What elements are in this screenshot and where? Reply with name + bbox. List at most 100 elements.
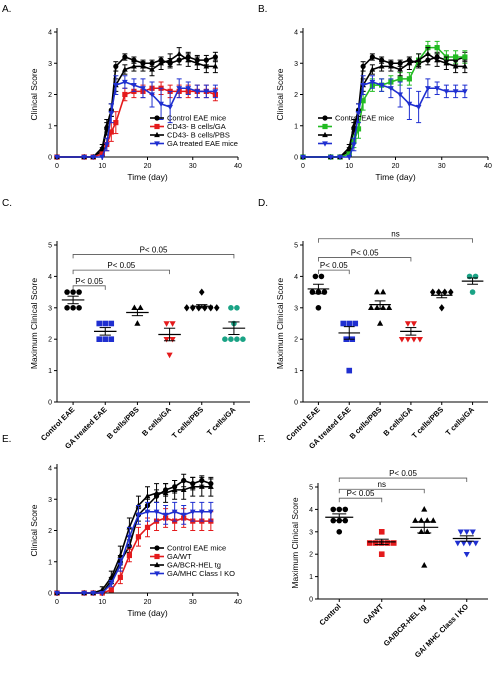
- data-point: [374, 288, 381, 295]
- y-tick-label: 2: [48, 528, 52, 535]
- data-point: [122, 91, 128, 98]
- x-tick-label: 10: [98, 599, 106, 606]
- data-point: [198, 509, 205, 515]
- x-tick-label: 20: [144, 599, 152, 606]
- data-point: [352, 320, 359, 327]
- panel-b: B. 0 1 2 3 4 Clinical Score 0 10 20 30 40 Time (day)…: [258, 4, 492, 182]
- panel-letter: B.: [258, 4, 267, 15]
- y-tick-label: 2: [294, 337, 298, 344]
- data-point: [131, 63, 137, 69]
- x-tick-label: 0: [55, 163, 59, 170]
- data-point: [390, 540, 397, 546]
- data-point: [222, 336, 228, 343]
- legend-marker: [154, 141, 160, 147]
- panel-letter: E.: [2, 434, 11, 445]
- x-tick-label: 40: [234, 163, 242, 170]
- data-point: [434, 45, 440, 51]
- data-point: [131, 304, 138, 311]
- data-point: [126, 552, 132, 559]
- legend-marker: [154, 123, 160, 130]
- data-point: [153, 489, 160, 496]
- category-label: T cells/PBS: [410, 405, 445, 440]
- data-point: [369, 54, 375, 60]
- data-point: [355, 126, 362, 132]
- data-point: [346, 154, 353, 161]
- legend-label: GA/MHC Class I KO: [167, 569, 235, 578]
- legend-label: Control EAE mice: [167, 114, 226, 123]
- data-point: [452, 63, 459, 69]
- data-point: [103, 122, 110, 128]
- data-point: [108, 111, 115, 117]
- y-tick-label: 4: [294, 274, 298, 281]
- data-point: [212, 89, 219, 95]
- data-point: [443, 60, 450, 66]
- y-tick-label: 4: [48, 466, 52, 473]
- data-point: [415, 57, 422, 63]
- data-point: [380, 288, 387, 295]
- data-point: [189, 509, 196, 515]
- panel-letter: A.: [2, 4, 11, 15]
- data-point: [90, 590, 97, 597]
- data-point: [406, 101, 413, 107]
- data-point: [137, 304, 144, 311]
- y-tick-label: 4: [48, 274, 52, 281]
- data-point: [81, 154, 88, 161]
- data-point: [416, 336, 423, 343]
- y-axis-title: Clinical Score: [275, 68, 285, 120]
- y-tick-label: 2: [309, 552, 313, 559]
- data-point: [378, 83, 385, 89]
- bracket-label: P< 0.05: [351, 249, 379, 258]
- x-tick-label: 10: [98, 163, 106, 170]
- data-point: [234, 336, 240, 343]
- data-point: [452, 89, 459, 95]
- data-point: [102, 336, 109, 342]
- data-point: [144, 493, 151, 499]
- data-point: [171, 509, 178, 515]
- data-point: [366, 540, 373, 546]
- data-point: [108, 336, 115, 342]
- data-point: [234, 305, 240, 311]
- data-point: [346, 320, 353, 327]
- legend-label: CD43- B cells/PBS: [167, 131, 230, 140]
- legend-label: GA/BCR-HEL tg: [167, 561, 221, 570]
- data-point: [189, 304, 196, 312]
- data-point: [149, 92, 155, 98]
- group-3: [158, 321, 181, 359]
- data-point: [463, 529, 470, 536]
- legend-marker: [322, 141, 328, 147]
- data-point: [64, 289, 70, 295]
- legend-marker: [322, 131, 328, 138]
- category-label: B cells/GA: [140, 405, 173, 438]
- data-point: [443, 89, 450, 95]
- data-point: [425, 86, 431, 92]
- legend-marker: [154, 131, 160, 138]
- data-point: [153, 509, 160, 515]
- data-point: [96, 336, 103, 342]
- data-point: [374, 304, 381, 311]
- data-point: [112, 83, 119, 89]
- data-point: [117, 562, 124, 568]
- data-point: [102, 320, 109, 327]
- significance-bracket: P< 0.05: [72, 261, 170, 275]
- data-point: [429, 288, 436, 296]
- data-point: [340, 320, 347, 327]
- data-point: [372, 540, 379, 546]
- data-point: [212, 63, 219, 69]
- data-point: [228, 305, 234, 311]
- data-point: [135, 512, 142, 518]
- series-3: [300, 75, 468, 161]
- data-point: [406, 60, 413, 66]
- data-point: [135, 502, 142, 508]
- data-point: [228, 336, 234, 343]
- data-point: [99, 154, 106, 161]
- data-point: [412, 517, 419, 523]
- data-point: [194, 89, 201, 95]
- y-tick-label: 5: [309, 485, 313, 492]
- x-tick-label: 30: [189, 163, 197, 170]
- data-point: [117, 574, 123, 580]
- group-5: [222, 305, 246, 343]
- data-point: [117, 552, 124, 558]
- bracket-label: P< 0.05: [347, 489, 375, 498]
